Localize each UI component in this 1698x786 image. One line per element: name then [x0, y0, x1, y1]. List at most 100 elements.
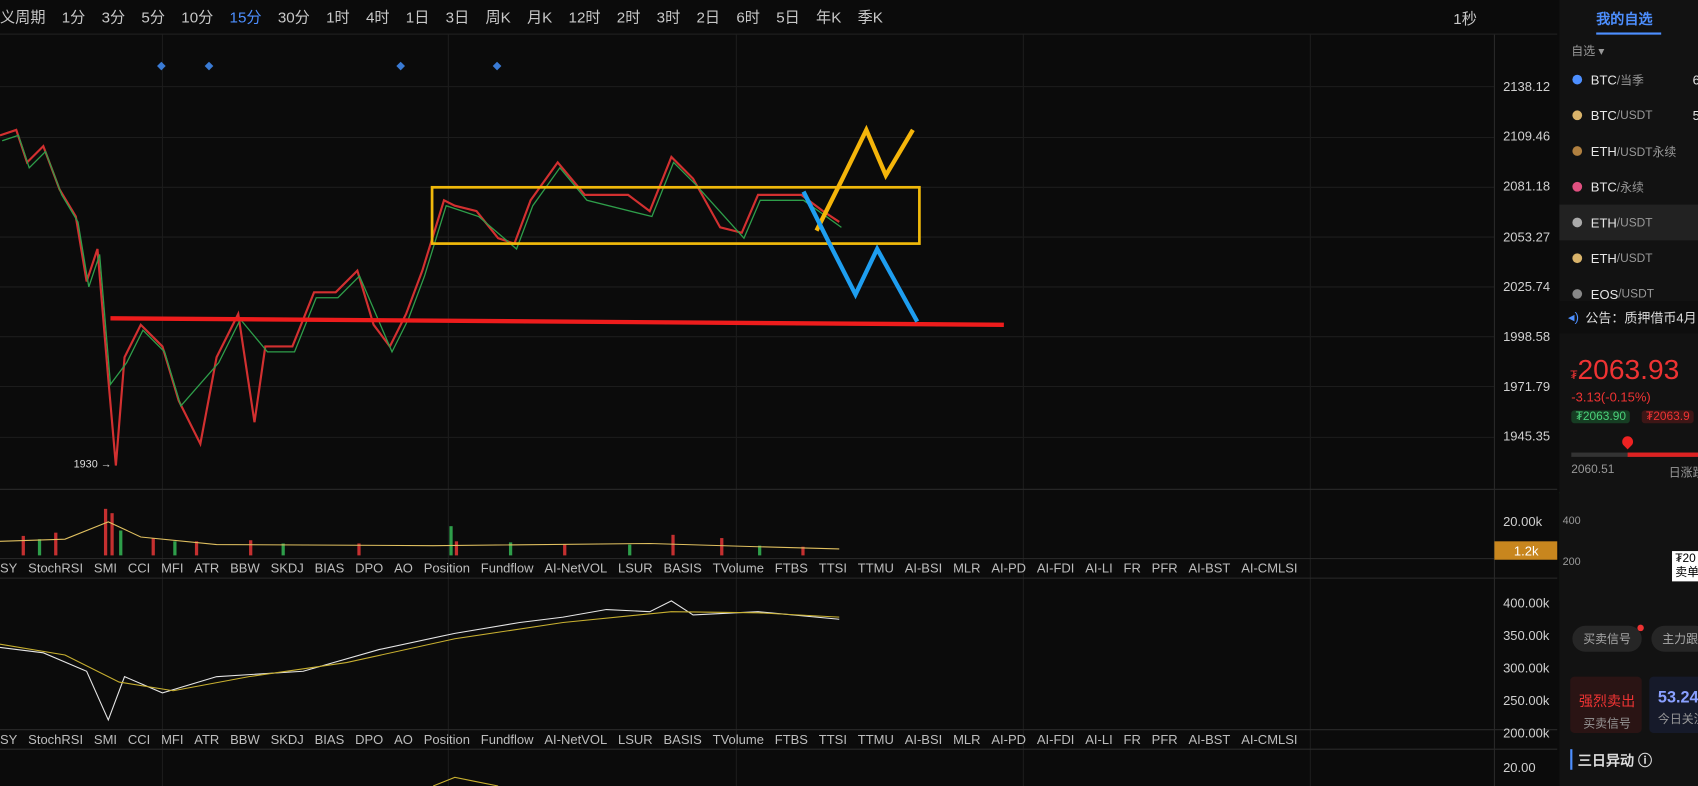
indicator[interactable]: StochRSI — [28, 731, 84, 748]
indicator[interactable]: AO — [394, 731, 413, 748]
quote: /USDT — [1616, 251, 1653, 265]
indicator[interactable]: AI-CMLSI — [1241, 731, 1298, 748]
indicator[interactable]: BIAS — [314, 731, 345, 748]
indicator[interactable]: SY — [0, 560, 18, 576]
refresh-rate[interactable]: 1秒 — [1453, 9, 1477, 28]
indicator[interactable]: SMI — [93, 731, 118, 748]
current-volume-bg — [1494, 541, 1558, 560]
watch-row[interactable]: ETH/USDT — [1559, 240, 1698, 276]
indicator[interactable]: FTBS — [774, 731, 808, 748]
indicator[interactable]: SKDJ — [270, 731, 304, 748]
price-tick: 2138.12 — [1503, 79, 1551, 95]
period[interactable]: 3分 — [101, 8, 126, 26]
indicator[interactable]: BBW — [230, 560, 260, 576]
obv-tick: 250.00k — [1503, 692, 1550, 709]
indicator[interactable]: AI-FDI — [1036, 560, 1075, 576]
button[interactable]: 主力跟 — [1651, 625, 1698, 652]
indicator[interactable]: AI-NetVOL — [544, 731, 608, 748]
indicator[interactable]: MLR — [953, 560, 981, 576]
indicator[interactable]: LSUR — [618, 560, 653, 576]
indicator[interactable]: AI-BSI — [904, 731, 943, 748]
indicator[interactable]: BASIS — [663, 731, 702, 748]
indicator[interactable]: StochRSI — [28, 560, 84, 576]
third-line — [432, 776, 499, 786]
watch-row[interactable]: ETH/USDT — [1559, 204, 1698, 241]
watch-row[interactable]: EOS/USDT — [1559, 276, 1698, 312]
indicator[interactable]: CCI — [127, 560, 151, 576]
indicator[interactable]: SKDJ — [270, 560, 304, 576]
period[interactable]: 2时 — [616, 8, 641, 26]
indicator[interactable]: MFI — [161, 731, 184, 748]
indicator[interactable]: PFR — [1151, 560, 1178, 576]
indicator[interactable]: AO — [394, 560, 413, 576]
indicator[interactable]: AI-CMLSI — [1241, 560, 1298, 576]
watch-row[interactable]: BTC/USDT 5 — [1559, 97, 1698, 133]
indicator[interactable]: AI-BSI — [904, 560, 943, 576]
indicator[interactable]: SMI — [93, 560, 118, 576]
period[interactable]: 年K — [816, 8, 842, 26]
indicator[interactable]: FR — [1123, 731, 1141, 748]
period[interactable]: 周K — [485, 8, 511, 26]
period[interactable]: 12时 — [568, 8, 601, 26]
indicator[interactable]: TVolume — [712, 731, 764, 748]
period[interactable]: 15分 — [229, 8, 262, 26]
period[interactable]: 4时 — [365, 8, 390, 26]
indicator[interactable]: BIAS — [314, 560, 345, 576]
period[interactable]: 10分 — [181, 8, 214, 26]
indicator[interactable]: MFI — [161, 560, 184, 576]
indicator[interactable]: Fundflow — [480, 560, 534, 576]
indicator[interactable]: Position — [423, 731, 470, 748]
period[interactable]: 1日 — [405, 8, 430, 26]
button[interactable]: 买卖信号 — [1572, 625, 1642, 652]
indicator[interactable]: MLR — [953, 731, 981, 748]
indicator[interactable]: AI-LI — [1085, 731, 1113, 748]
indicator[interactable]: TTSI — [818, 560, 847, 576]
period[interactable]: 1分 — [61, 8, 86, 26]
period[interactable]: 季K — [857, 8, 883, 26]
indicator[interactable]: AI-PD — [991, 731, 1027, 748]
indicator[interactable]: CCI — [127, 731, 151, 748]
indicator[interactable]: Fundflow — [480, 731, 534, 748]
indicator[interactable]: ATR — [194, 731, 220, 748]
period[interactable]: 3时 — [656, 8, 681, 26]
indicator[interactable]: ATR — [194, 560, 220, 576]
indicator[interactable]: AI-PD — [991, 560, 1027, 576]
filter[interactable]: 自选 ▾ — [1571, 45, 1605, 59]
indicator[interactable]: FR — [1123, 560, 1141, 576]
indicator[interactable]: TTSI — [818, 731, 847, 748]
indicator[interactable]: TTMU — [857, 731, 894, 748]
period[interactable]: 3日 — [445, 8, 470, 26]
period[interactable]: 月K — [527, 8, 553, 26]
watch-row[interactable]: BTC/当季 6 — [1559, 62, 1698, 98]
period[interactable]: 1时 — [326, 8, 350, 26]
indicator[interactable]: FTBS — [774, 560, 808, 576]
period[interactable]: 30分 — [277, 8, 310, 26]
indicator[interactable]: SY — [0, 731, 18, 748]
period[interactable]: 5分 — [141, 8, 166, 26]
indicator[interactable]: BBW — [230, 731, 260, 748]
period[interactable]: 5日 — [776, 8, 800, 26]
indicator[interactable]: TVolume — [712, 560, 764, 576]
indicator[interactable]: DPO — [355, 560, 384, 576]
indicator[interactable]: AI-NetVOL — [544, 560, 608, 576]
obv-ma — [0, 611, 840, 692]
period[interactable]: 6时 — [736, 8, 760, 26]
quote: /当季 — [1616, 74, 1644, 88]
indicator[interactable]: DPO — [355, 731, 384, 748]
indicator[interactable]: TTMU — [857, 560, 894, 576]
indicator[interactable]: BASIS — [663, 560, 702, 576]
indicator[interactable]: AI-BST — [1188, 731, 1231, 748]
indicator[interactable]: LSUR — [618, 731, 653, 748]
watch-row[interactable]: BTC/永续 — [1559, 169, 1698, 205]
indicator[interactable]: Position — [423, 560, 470, 576]
indicator[interactable]: PFR — [1151, 731, 1178, 748]
base: BTC — [1590, 179, 1617, 195]
watch-row[interactable]: ETH/USDT永续 — [1559, 133, 1698, 169]
period[interactable]: 2日 — [696, 8, 721, 26]
indicator[interactable]: AI-FDI — [1036, 731, 1075, 748]
indicator[interactable]: AI-BST — [1188, 560, 1231, 576]
period-menu[interactable]: 义周期 — [0, 8, 46, 26]
indicator[interactable]: AI-LI — [1085, 560, 1113, 576]
quote: /永续 — [1616, 181, 1644, 195]
tab[interactable]: 我的自选 — [1596, 10, 1653, 28]
